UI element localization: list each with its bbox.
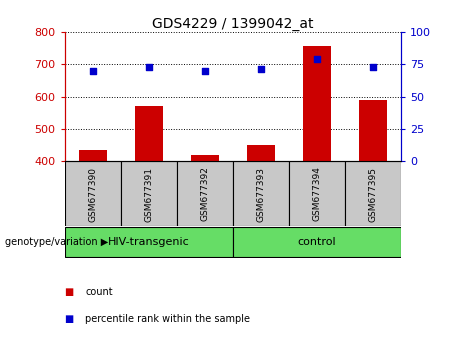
Text: genotype/variation ▶: genotype/variation ▶ (5, 237, 108, 247)
Bar (65, 227, 233, 257)
Bar (345, 161, 401, 226)
Bar (121, 161, 177, 226)
Title: GDS4229 / 1399042_at: GDS4229 / 1399042_at (152, 17, 313, 31)
Point (313, 56, 321, 62)
Text: GSM677395: GSM677395 (368, 166, 378, 222)
Text: GSM677390: GSM677390 (88, 166, 97, 222)
Bar (289, 161, 345, 226)
Text: GSM677391: GSM677391 (144, 166, 153, 222)
Bar (191, 155, 219, 161)
Bar (177, 161, 233, 226)
Text: ■: ■ (65, 287, 74, 297)
Point (145, 64, 152, 70)
Bar (135, 106, 163, 161)
Point (257, 67, 265, 72)
Text: control: control (298, 237, 336, 247)
Text: count: count (85, 287, 113, 297)
Text: GSM677394: GSM677394 (313, 166, 321, 221)
Bar (247, 145, 275, 161)
Bar (233, 161, 289, 226)
Point (369, 64, 377, 70)
Point (89, 68, 96, 74)
Point (201, 68, 208, 74)
Bar (65, 161, 121, 226)
Text: GSM677393: GSM677393 (256, 166, 266, 222)
Text: GSM677392: GSM677392 (200, 166, 209, 221)
Text: percentile rank within the sample: percentile rank within the sample (85, 314, 250, 324)
Bar (78, 150, 106, 161)
Bar (233, 227, 401, 257)
Bar (303, 46, 331, 161)
Bar (359, 100, 387, 161)
Text: HIV-transgenic: HIV-transgenic (108, 237, 189, 247)
Text: ■: ■ (65, 314, 74, 324)
